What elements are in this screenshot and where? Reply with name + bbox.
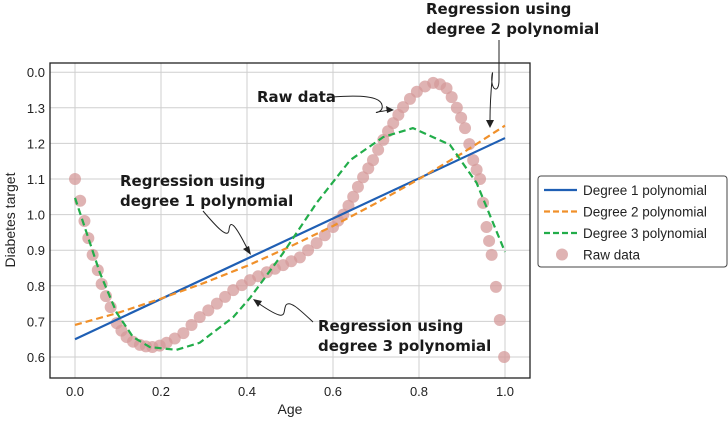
y-tick-label: 1.0 bbox=[27, 208, 45, 223]
y-axis-label: Diabetes target bbox=[2, 172, 18, 267]
raw-data-point bbox=[202, 304, 215, 317]
raw-data-point bbox=[347, 190, 360, 203]
raw-data-point bbox=[445, 91, 458, 104]
raw-data-point bbox=[357, 171, 370, 184]
series-line-degree-1 bbox=[74, 137, 506, 341]
raw-data-point bbox=[302, 244, 315, 257]
legend-box bbox=[537, 175, 728, 268]
raw-data-point bbox=[397, 101, 410, 114]
legend-label: Degree 1 polynomial bbox=[583, 183, 707, 198]
plot-frame bbox=[49, 62, 531, 379]
annotation-raw-data: Raw data bbox=[257, 88, 394, 113]
y-tick-label: 1.2 bbox=[27, 136, 45, 151]
raw-data-point bbox=[493, 313, 506, 326]
raw-data-point bbox=[372, 143, 385, 156]
legend-label: Degree 2 polynomial bbox=[583, 205, 707, 220]
y-tick-label: 1.1 bbox=[27, 172, 45, 187]
raw-data-point bbox=[470, 163, 483, 176]
raw-data-point bbox=[485, 248, 498, 261]
raw-data-point bbox=[489, 280, 502, 293]
y-tick-label: 0.8 bbox=[27, 279, 45, 294]
arrowhead-icon bbox=[486, 120, 494, 128]
raw-data-point bbox=[168, 332, 181, 345]
annotation-arrow bbox=[202, 210, 249, 251]
raw-data-point bbox=[463, 138, 476, 151]
annotation-arrow bbox=[489, 40, 500, 121]
raw-data-point bbox=[351, 180, 364, 193]
raw-data-point bbox=[455, 111, 468, 124]
ticks: 0.0 0.2 0.4 0.6 0.8 1.0 0.6 0.7 0.8 0.9 1.0 1.1 1.2 1… bbox=[27, 65, 514, 399]
y-tick-label: 0.7 bbox=[27, 314, 45, 329]
raw-data-point bbox=[483, 234, 496, 247]
y-tick-label: 1.3 bbox=[27, 101, 45, 116]
raw-data-point bbox=[185, 318, 198, 331]
y-tick-label: 0.0 bbox=[27, 65, 45, 80]
svg-text:Regression using: Regression using bbox=[120, 172, 265, 190]
raw-data-point bbox=[95, 278, 108, 291]
raw-data-point bbox=[477, 196, 490, 209]
raw-data-point bbox=[450, 101, 463, 114]
y-tick-label: 0.6 bbox=[27, 350, 45, 365]
raw-data-point bbox=[440, 82, 453, 95]
raw-data-point bbox=[459, 122, 472, 135]
series-line-degree-3 bbox=[73, 126, 507, 351]
arrowhead-icon bbox=[386, 106, 394, 113]
legend: Degree 1 polynomial Degree 2 polynomial De… bbox=[537, 175, 728, 268]
x-axis-label: Age bbox=[278, 401, 303, 417]
svg-text:degree 2 polynomial: degree 2 polynomial bbox=[426, 20, 599, 38]
svg-text:Regression using: Regression using bbox=[426, 0, 571, 18]
series-layer bbox=[69, 76, 511, 363]
grid bbox=[50, 63, 530, 378]
arrowhead-icon bbox=[243, 246, 251, 255]
series-line-degree-2 bbox=[74, 124, 506, 327]
raw-data-point bbox=[480, 221, 493, 234]
annotation-arrow bbox=[257, 302, 314, 323]
annotation-degree-2: Regression using degree 2 polynomial bbox=[426, 0, 599, 128]
x-tick-label: 0.2 bbox=[152, 384, 170, 399]
raw-data-point bbox=[219, 290, 232, 303]
raw-data-point bbox=[86, 248, 99, 261]
raw-data-point bbox=[78, 215, 91, 228]
x-tick-label: 0.8 bbox=[410, 384, 428, 399]
raw-data-point bbox=[177, 327, 190, 340]
raw-data-point bbox=[193, 311, 206, 324]
svg-text:degree 1 polynomial: degree 1 polynomial bbox=[120, 192, 293, 210]
raw-data-point bbox=[366, 154, 379, 167]
svg-text:Regression using: Regression using bbox=[318, 317, 463, 335]
annotation-degree-3: Regression using degree 3 polynomial bbox=[253, 299, 491, 355]
raw-data-point bbox=[467, 154, 480, 167]
annotation-degree-1: Regression using degree 1 polynomial bbox=[120, 172, 293, 255]
x-tick-label: 0.0 bbox=[66, 384, 84, 399]
x-tick-label: 0.4 bbox=[238, 384, 256, 399]
arrowhead-icon bbox=[253, 299, 262, 307]
raw-data-point bbox=[293, 251, 306, 264]
x-tick-label: 1.0 bbox=[496, 384, 514, 399]
raw-data-point bbox=[310, 237, 323, 250]
raw-data-point bbox=[82, 232, 95, 245]
legend-marker-raw-data bbox=[556, 248, 568, 261]
raw-data-point bbox=[498, 351, 511, 363]
raw-data-point bbox=[210, 297, 223, 310]
annotation-arrow bbox=[331, 95, 393, 113]
x-tick-label: 0.6 bbox=[324, 384, 342, 399]
legend-label: Degree 3 polynomial bbox=[583, 226, 707, 241]
legend-label: Raw data bbox=[583, 248, 641, 263]
raw-data-point bbox=[69, 173, 81, 185]
svg-text:Raw data: Raw data bbox=[257, 88, 336, 106]
y-tick-label: 0.9 bbox=[27, 243, 45, 258]
svg-text:degree 3 polynomial: degree 3 polynomial bbox=[318, 337, 491, 355]
